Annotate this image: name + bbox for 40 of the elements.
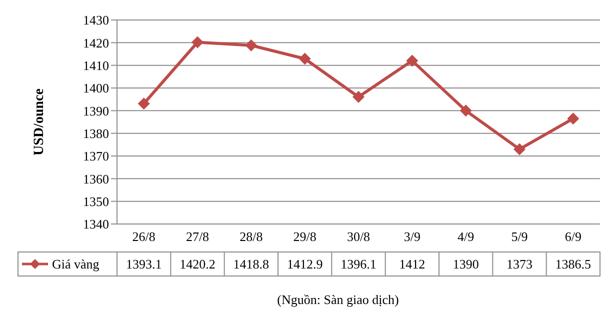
x-tick-label: 5/9 bbox=[511, 229, 528, 244]
y-tick-label: 1400 bbox=[83, 80, 109, 96]
y-tick-label: 1360 bbox=[83, 171, 109, 186]
point bbox=[298, 52, 311, 65]
x-tick-label: 27/8 bbox=[186, 229, 210, 244]
point bbox=[138, 98, 150, 110]
point bbox=[460, 104, 472, 117]
data-label: 1412.9 bbox=[286, 256, 323, 272]
legend-label: Giá vàng bbox=[52, 256, 100, 272]
y-tick-label: 1380 bbox=[83, 126, 109, 141]
y-tick-label: 1350 bbox=[83, 194, 109, 209]
point bbox=[192, 36, 204, 48]
x-tick-label: 4/9 bbox=[458, 229, 474, 244]
data-label: 1386.5 bbox=[555, 256, 592, 272]
data-label: 1390 bbox=[452, 256, 479, 272]
y-tick-label: 1370 bbox=[83, 148, 109, 164]
y-axis-title: USD/ounce bbox=[32, 88, 47, 156]
y-tick-label: 1420 bbox=[83, 35, 109, 50]
x-tick-label: 26/8 bbox=[132, 229, 156, 244]
point bbox=[514, 143, 526, 156]
data-label: 1420.2 bbox=[180, 256, 216, 272]
data-label: 1396.1 bbox=[340, 256, 376, 272]
x-tick-label: 6/9 bbox=[564, 229, 582, 244]
x-tick-label: 29/8 bbox=[293, 229, 316, 244]
y-tick-label: 1390 bbox=[83, 103, 109, 118]
x-tick-label: 3/9 bbox=[404, 229, 420, 244]
point bbox=[567, 112, 580, 125]
text: (Nguồn: Sàn giao dịch) bbox=[276, 292, 400, 308]
point bbox=[245, 39, 258, 52]
y-tick-label: 1410 bbox=[83, 58, 109, 73]
data-label: 1418.8 bbox=[233, 256, 270, 272]
y-tick-label: 1430 bbox=[83, 12, 109, 28]
point bbox=[352, 90, 364, 103]
data-label: 1393.1 bbox=[126, 256, 162, 272]
point bbox=[406, 54, 418, 67]
data-label: 1373 bbox=[506, 256, 532, 272]
data-label: 1412 bbox=[399, 256, 426, 272]
x-tick-label: 28/8 bbox=[240, 229, 263, 244]
y-tick-label: 1340 bbox=[83, 216, 109, 232]
x-tick-label: 30/8 bbox=[346, 229, 370, 244]
